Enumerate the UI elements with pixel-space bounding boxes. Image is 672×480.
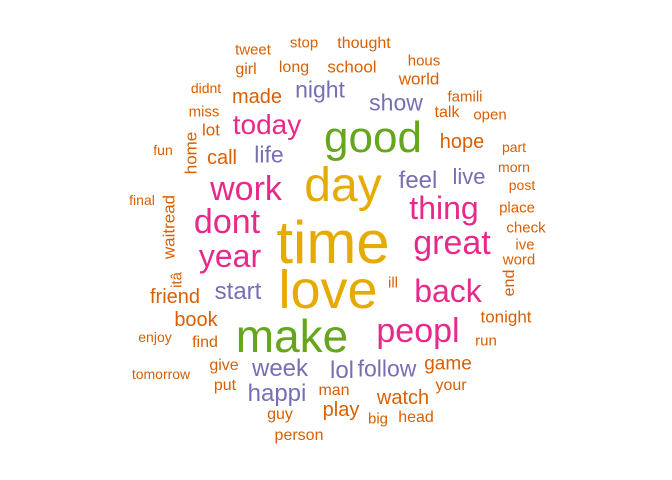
word-famili: famili (447, 88, 483, 106)
word-great: great (413, 224, 491, 262)
word-it-: itâ (168, 272, 186, 288)
word-watch: watch (376, 387, 430, 409)
word-final: final (129, 192, 155, 208)
word-waitread: waitread (159, 194, 179, 260)
word-today: today (232, 109, 302, 140)
word-girl: girl (235, 61, 257, 78)
word-miss: miss (188, 103, 220, 121)
word-give: give (209, 357, 239, 374)
word-check: check (506, 219, 546, 237)
word-peopl: peopl (376, 312, 460, 350)
word-person: person (274, 427, 324, 444)
word-happi: happi (247, 380, 307, 407)
word-follow: follow (357, 355, 417, 382)
word-time: time (276, 209, 390, 276)
word-run: run (475, 332, 497, 350)
word-find: find (192, 334, 218, 351)
word-big: big (367, 410, 389, 428)
word-call: call (206, 147, 238, 169)
word-night: night (295, 76, 345, 103)
word-made: made (231, 86, 283, 108)
word-start: start (214, 278, 262, 305)
word-enjoy: enjoy (138, 329, 172, 345)
word-tomorrow: tomorrow (131, 366, 191, 382)
word-thought: thought (337, 35, 391, 52)
word-book: book (174, 309, 218, 331)
word-hous: hous (407, 52, 441, 70)
word-stop: stop (289, 34, 319, 52)
word-morn: morn (498, 159, 530, 175)
word-open: open (473, 106, 507, 124)
word-fun: fun (153, 142, 173, 158)
word-friend: friend (149, 286, 201, 308)
word-word: word (502, 251, 536, 269)
word-day: day (304, 159, 382, 212)
word-make: make (235, 310, 349, 362)
word-play: play (322, 399, 360, 421)
word-year: year (198, 238, 262, 274)
word-your: your (435, 377, 467, 394)
word-live: live (452, 164, 486, 189)
word-tweet: tweet (235, 41, 271, 59)
word-thing: thing (409, 190, 479, 226)
word-game: game (424, 353, 472, 375)
word-love: love (278, 260, 378, 320)
word-tonight: tonight (480, 307, 532, 327)
word-man: man (318, 382, 350, 399)
word-lot: lot (202, 120, 220, 140)
word-world: world (398, 69, 440, 89)
word-dont: dont (193, 203, 261, 241)
word-home: home (181, 131, 201, 175)
word-back: back (414, 273, 482, 309)
word-life: life (254, 141, 284, 168)
word-long: long (278, 59, 310, 76)
word-ive: ive (515, 236, 535, 254)
word-lol: lol (329, 357, 355, 384)
word-end: end (501, 269, 518, 297)
word-part: part (501, 139, 527, 155)
word-put: put (213, 377, 237, 394)
word-post: post (508, 177, 536, 193)
word-talk: talk (434, 104, 460, 121)
word-guy: guy (267, 406, 293, 423)
word-show: show (369, 89, 423, 116)
word-good: good (324, 113, 422, 162)
word-week: week (251, 355, 309, 382)
word-feel: feel (398, 167, 438, 194)
word-hope: hope (439, 131, 485, 153)
word-head: head (398, 409, 434, 426)
word-ill: ill (388, 274, 398, 292)
word-school: school (327, 57, 377, 77)
word-didnt: didnt (190, 80, 222, 96)
word-work: work (210, 170, 282, 208)
word-place: place (499, 199, 535, 217)
